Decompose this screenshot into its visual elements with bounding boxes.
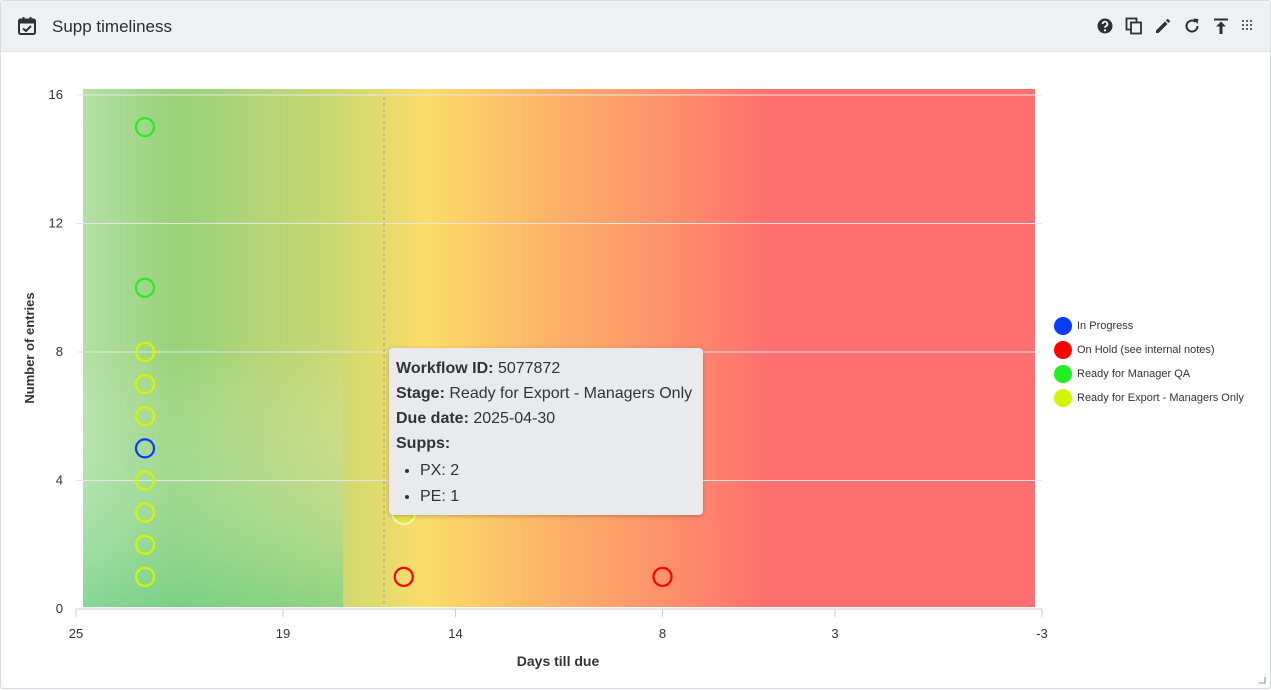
- x-tick-label: 8: [659, 626, 666, 641]
- duplicate-icon[interactable]: [1125, 17, 1143, 35]
- panel-header: Supp timeliness: [1, 1, 1270, 52]
- data-point: [134, 341, 156, 363]
- tooltip-stage-value: Ready for Export - Managers Only: [449, 385, 693, 402]
- tooltip-supps-label: Supps:: [396, 435, 451, 452]
- data-point: [393, 566, 414, 587]
- data-point: [134, 502, 156, 523]
- data-point: [134, 277, 156, 298]
- tooltip-workflow-label: Workflow ID:: [396, 360, 494, 377]
- data-point: [134, 566, 156, 587]
- legend-swatch: [1054, 389, 1072, 407]
- data-point: [134, 117, 156, 138]
- x-axis-label: Days till due: [517, 653, 600, 669]
- y-tick-label: 12: [49, 216, 63, 231]
- chart-legend: In Progress On Hold (see internal notes)…: [1054, 314, 1244, 410]
- tooltip-supp-item: PX: 2: [420, 458, 696, 484]
- x-tick-label: 14: [448, 626, 462, 641]
- zone-bottom-tint: [83, 351, 343, 607]
- axes: 25 19 14 8 3 -3 0 4 8 12 16: [49, 87, 1048, 641]
- help-icon[interactable]: [1096, 17, 1114, 35]
- legend-item-on-hold[interactable]: On Hold (see internal notes): [1054, 338, 1244, 362]
- y-tick-label: 16: [49, 87, 63, 102]
- data-point: [134, 374, 156, 395]
- legend-label: On Hold (see internal notes): [1077, 344, 1215, 356]
- legend-swatch: [1054, 341, 1072, 359]
- tooltip-supps-list: PX: 2 PE: 1: [396, 458, 696, 510]
- x-tick-label: -3: [1036, 626, 1048, 641]
- legend-item-ready-for-manager-qa[interactable]: Ready for Manager QA: [1054, 362, 1244, 386]
- tooltip-due-value: 2025-04-30: [473, 410, 556, 427]
- data-point: [134, 470, 156, 491]
- legend-swatch: [1054, 365, 1072, 383]
- data-point: [134, 406, 156, 427]
- legend-swatch: [1054, 317, 1072, 335]
- legend-item-in-progress[interactable]: In Progress: [1054, 314, 1244, 338]
- export-icon[interactable]: [1212, 17, 1230, 35]
- x-tick-label: 19: [276, 626, 290, 641]
- y-tick-label: 4: [56, 473, 63, 488]
- data-point: [652, 566, 673, 587]
- calendar-check-icon: [18, 17, 36, 35]
- legend-label: Ready for Export - Managers Only: [1077, 392, 1244, 404]
- x-tick-label: 3: [831, 626, 838, 641]
- x-tick-label: 25: [69, 626, 83, 641]
- data-point: [134, 534, 156, 555]
- tooltip-supp-item: PE: 1: [420, 484, 696, 510]
- tooltip-due-label: Due date:: [396, 410, 469, 427]
- tooltip-stage-label: Stage:: [396, 385, 445, 402]
- data-point: [134, 438, 156, 459]
- drag-handle-icon[interactable]: [1239, 17, 1257, 35]
- point-tooltip: Workflow ID: 5077872 Stage: Ready for Ex…: [389, 348, 703, 515]
- y-tick-label: 0: [56, 601, 63, 616]
- panel-title: Supp timeliness: [52, 17, 173, 36]
- y-axis-label: Number of entries: [22, 292, 37, 403]
- timeliness-zone-background: [83, 89, 1035, 607]
- edit-icon[interactable]: [1154, 17, 1172, 35]
- legend-item-ready-for-export[interactable]: Ready for Export - Managers Only: [1054, 386, 1244, 410]
- legend-label: Ready for Manager QA: [1077, 368, 1191, 380]
- refresh-icon[interactable]: [1183, 17, 1201, 35]
- data-points: [134, 117, 673, 587]
- legend-label: In Progress: [1077, 320, 1134, 332]
- tooltip-workflow-value: 5077872: [497, 360, 561, 377]
- y-tick-label: 8: [56, 344, 63, 359]
- resize-grip-icon[interactable]: [1258, 676, 1266, 684]
